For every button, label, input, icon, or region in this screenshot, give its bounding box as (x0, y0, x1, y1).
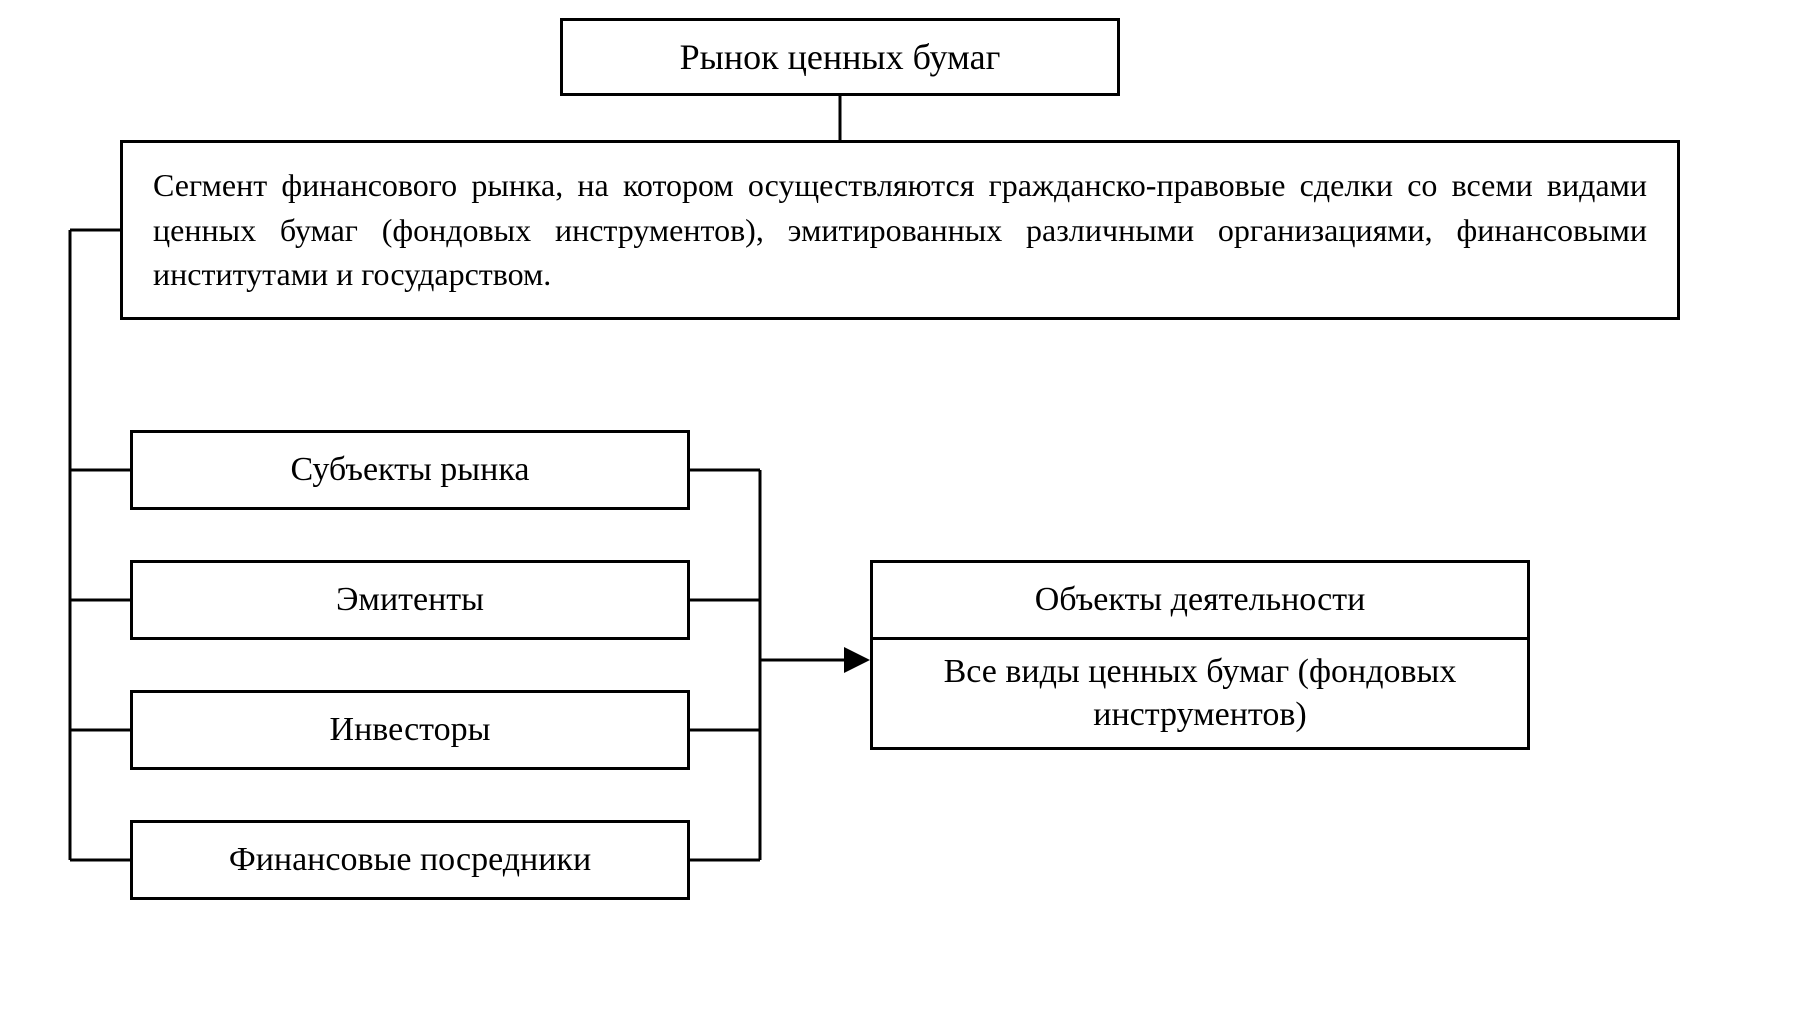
left-item-label: Финансовые посредники (229, 841, 591, 879)
title-text: Рынок ценных бумаг (680, 36, 1001, 78)
left-item-issuers: Эмитенты (130, 560, 690, 640)
left-item-investors: Инвесторы (130, 690, 690, 770)
left-item-label: Инвесторы (330, 711, 491, 749)
right-content-box: Все виды ценных бумаг (фондовых инструме… (870, 640, 1530, 750)
left-item-intermediaries: Финансовые посредники (130, 820, 690, 900)
description-text: Сегмент финансового рынка, на котором ос… (153, 163, 1647, 297)
title-box: Рынок ценных бумаг (560, 18, 1120, 96)
right-header-text: Объекты деятельности (1035, 581, 1366, 619)
description-box: Сегмент финансового рынка, на котором ос… (120, 140, 1680, 320)
left-item-label: Эмитенты (336, 581, 484, 619)
left-item-label: Субъекты рынка (291, 451, 530, 489)
left-item-subjects: Субъекты рынка (130, 430, 690, 510)
right-content-text: Все виды ценных бумаг (фондовых инструме… (893, 651, 1507, 736)
right-header-box: Объекты деятельности (870, 560, 1530, 640)
